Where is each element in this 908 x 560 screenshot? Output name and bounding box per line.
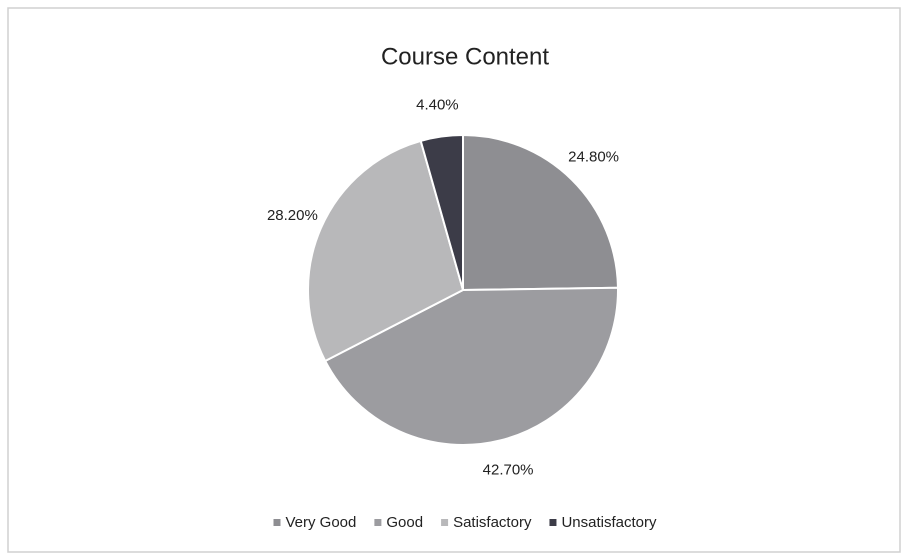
pie-slice [419,133,464,291]
data-label: 24.80% [568,149,619,166]
legend-swatch [374,519,382,526]
legend-swatch [273,519,281,526]
data-label: 4.40% [416,97,459,114]
legend-label: Satisfactory [453,514,532,531]
legend-swatch [441,519,449,526]
pie-slice [462,133,619,292]
legend-label: Good [386,514,423,531]
data-label: 28.20% [267,207,318,224]
pie-slice [307,139,465,363]
legend-swatch [549,519,557,526]
chart-title: Course Content [381,43,549,70]
legend-label: Unsatisfactory [561,514,657,531]
pie-slice [323,286,619,446]
legend-label: Very Good [285,514,356,531]
data-label: 42.70% [483,461,534,478]
